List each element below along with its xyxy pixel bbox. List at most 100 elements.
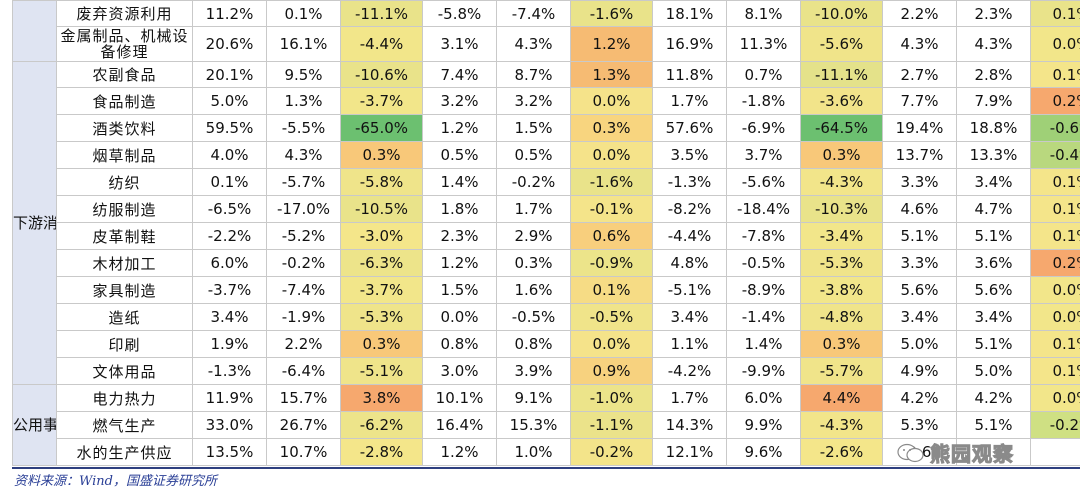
value-cell: -1.0%: [570, 384, 653, 412]
value-cell: -4.4%: [340, 26, 423, 62]
value-cell: -11.1%: [800, 61, 883, 88]
value-cell: 0.1%: [570, 276, 653, 304]
value-cell: -4.3%: [800, 168, 883, 196]
value-cell: 7.9%: [956, 87, 1031, 115]
value-cell: 1.2%: [422, 249, 497, 277]
value-cell: -3.6%: [800, 87, 883, 115]
value-cell: 0.1%: [1030, 195, 1080, 223]
value-cell: -10.0%: [800, 0, 883, 27]
table-row: 金属制品、机械设备修理 20.6% 16.1% -4.4% 3.1% 4.3% 1.2% 16…: [13, 26, 1080, 62]
value-cell: 0.1%: [1030, 330, 1080, 358]
value-cell: -5.7%: [800, 357, 883, 385]
value-cell: 1.7%: [652, 87, 727, 115]
value-cell: 16.4%: [422, 411, 497, 439]
industry-cell: 木材加工: [56, 249, 193, 277]
value-cell: 0.2%: [1030, 249, 1080, 277]
value-cell: 1.1%: [652, 330, 727, 358]
value-cell: 0.8%: [496, 330, 571, 358]
value-cell: -18.4%: [726, 195, 801, 223]
value-cell: 0.1%: [266, 0, 341, 27]
value-cell: 2.2%: [266, 330, 341, 358]
value-cell: 11.9%: [192, 384, 267, 412]
value-cell: 0.3%: [496, 249, 571, 277]
value-cell: 16.9%: [652, 26, 727, 62]
value-cell: 20.6%: [192, 26, 267, 62]
value-cell: 4.0%: [192, 141, 267, 169]
value-cell: 4.2%: [882, 384, 957, 412]
value-cell: -5.2%: [266, 222, 341, 250]
value-cell: 2.3%: [956, 0, 1031, 27]
value-cell: 0.0%: [1030, 276, 1080, 304]
value-cell: 0.3%: [800, 330, 883, 358]
group-label: 下游消费: [12, 61, 57, 385]
table-row: 印刷 1.9% 2.2% 0.3% 0.8% 0.8% 0.0% 1.1% 1.4% 0.3% 5.…: [13, 330, 1080, 358]
value-cell: 0.1%: [1030, 61, 1080, 88]
value-cell: -2.6%: [800, 438, 883, 466]
value-cell: 14.3%: [652, 411, 727, 439]
value-cell: 7.7%: [882, 87, 957, 115]
value-cell: 8.1%: [726, 0, 801, 27]
value-cell: -0.2%: [1030, 411, 1080, 439]
value-cell: -4.4%: [652, 222, 727, 250]
value-cell: 4.3%: [882, 26, 957, 62]
value-cell: -3.7%: [340, 276, 423, 304]
value-cell: 1.2%: [422, 438, 497, 466]
value-cell: -11.1%: [340, 0, 423, 27]
value-cell: -7.8%: [726, 222, 801, 250]
value-cell: 3.2%: [496, 87, 571, 115]
industry-cell: 酒类饮料: [56, 114, 193, 142]
value-cell: 0.9%: [570, 357, 653, 385]
value-cell: 3.5%: [652, 141, 727, 169]
industry-cell: 电力热力: [56, 384, 193, 412]
value-cell: 4.6%: [882, 195, 957, 223]
value-cell: 6.0%: [726, 384, 801, 412]
value-cell: 3.4%: [882, 303, 957, 331]
value-cell: -5.7%: [266, 168, 341, 196]
value-cell: 11.2%: [192, 0, 267, 27]
value-cell: 5.3%: [882, 411, 957, 439]
value-cell: -65.0%: [340, 114, 423, 142]
table-row: 家具制造 -3.7% -7.4% -3.7% 1.5% 1.6% 0.1% -5.1% -8.9…: [13, 276, 1080, 304]
value-cell: 13.5%: [192, 438, 267, 466]
value-cell: 4.2%: [956, 384, 1031, 412]
value-cell: -6.2%: [340, 411, 423, 439]
value-cell: -2.2%: [192, 222, 267, 250]
value-cell: 0.0%: [570, 330, 653, 358]
value-cell: -5.8%: [340, 168, 423, 196]
value-cell: -5.3%: [800, 249, 883, 277]
value-cell: 5.0%: [192, 87, 267, 115]
value-cell: -10.3%: [800, 195, 883, 223]
value-cell: 18.8%: [956, 114, 1031, 142]
value-cell: 5.6%: [956, 276, 1031, 304]
value-cell: -0.5%: [570, 303, 653, 331]
value-cell: -1.6%: [570, 0, 653, 27]
value-cell: 0.2%: [1030, 87, 1080, 115]
value-cell: -1.1%: [570, 411, 653, 439]
value-cell: -1.8%: [726, 87, 801, 115]
value-cell: 3.3%: [882, 249, 957, 277]
value-cell: 3.6%: [956, 249, 1031, 277]
value-cell: -3.7%: [192, 276, 267, 304]
value-cell: 2.3%: [422, 222, 497, 250]
industry-cell: 纺织: [56, 168, 193, 196]
value-cell: 0.1%: [192, 168, 267, 196]
value-cell: 5.1%: [956, 222, 1031, 250]
table-row: 下游消费农副食品20.1%9.5%-10.6%7.4%8.7%1.3%11.8%…: [12, 61, 1080, 385]
value-cell: 18.1%: [652, 0, 727, 27]
value-cell: 4.7%: [956, 195, 1031, 223]
value-cell: [1030, 438, 1080, 466]
industry-cell: 纺服制造: [56, 195, 193, 223]
value-cell: 0.0%: [422, 303, 497, 331]
value-cell: -7.4%: [266, 276, 341, 304]
value-cell: 5.1%: [882, 222, 957, 250]
value-cell: 4.9%: [882, 357, 957, 385]
value-cell: 1.8%: [422, 195, 497, 223]
industry-cell: 造纸: [56, 303, 193, 331]
table-row: 酒类饮料 59.5% -5.5% -65.0% 1.2% 1.5% 0.3% 57.6% -6.…: [13, 114, 1080, 142]
group-label: [12, 0, 57, 62]
value-cell: 15.3%: [496, 411, 571, 439]
value-cell: 33.0%: [192, 411, 267, 439]
value-cell: -1.3%: [652, 168, 727, 196]
value-cell: 3.4%: [956, 303, 1031, 331]
industry-cell: 家具制造: [56, 276, 193, 304]
